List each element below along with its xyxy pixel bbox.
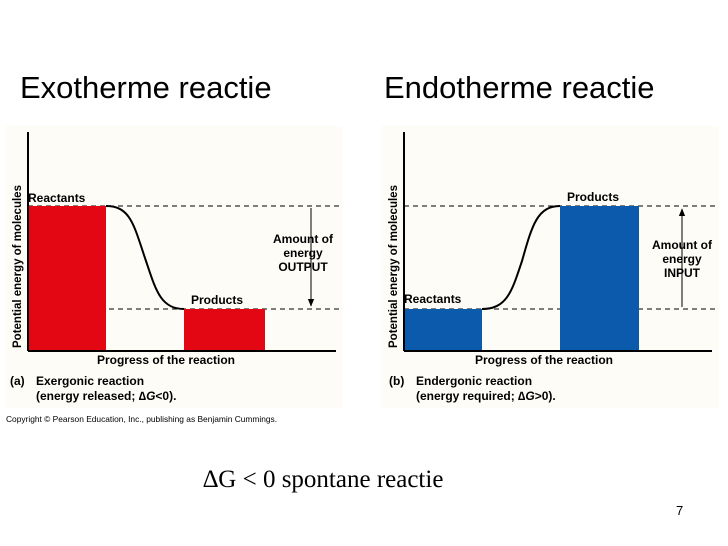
slide-number: 7 bbox=[676, 503, 684, 518]
copyright-notice: Copyright © Pearson Education, Inc., pub… bbox=[6, 414, 278, 424]
exothermic-title: Exotherme reactie bbox=[20, 70, 272, 105]
energy-curve bbox=[481, 205, 561, 310]
reactants-bar bbox=[29, 206, 106, 350]
exergonic-diagram-panel: Reactants Products Amount of energy OUTP… bbox=[6, 126, 343, 408]
annotation-line-2: energy bbox=[662, 252, 702, 266]
endergonic-diagram-panel: Reactants Products Amount of energy INPU… bbox=[382, 126, 719, 408]
caption-title: Exergonic reaction bbox=[36, 374, 144, 388]
exergonic-energy-diagram: Reactants Products Amount of energy OUTP… bbox=[10, 132, 342, 403]
annotation-line-2: energy bbox=[283, 246, 323, 260]
caption-detail: (energy required; ∆G>0). bbox=[416, 389, 556, 403]
x-axis-label: Progress of the reaction bbox=[97, 353, 235, 367]
products-bar bbox=[184, 309, 265, 350]
caption-letter: (b) bbox=[389, 374, 404, 388]
annotation-line-3: INPUT bbox=[664, 266, 701, 280]
reactants-label: Reactants bbox=[28, 191, 86, 205]
products-label: Products bbox=[191, 293, 243, 307]
endergonic-energy-diagram: Reactants Products Amount of energy INPU… bbox=[388, 132, 718, 403]
reactants-label: Reactants bbox=[404, 292, 462, 306]
caption-detail: (energy released; ∆G<0). bbox=[36, 389, 176, 403]
y-axis-label: Potential energy of molecules bbox=[12, 185, 24, 348]
endothermic-title: Endotherme reactie bbox=[384, 70, 655, 105]
reactants-bar bbox=[405, 309, 482, 350]
caption-title: Endergonic reaction bbox=[416, 374, 532, 388]
annotation-line-3: OUTPUT bbox=[278, 260, 328, 274]
spontaneous-reaction-note: ∆G < 0 spontane reactie bbox=[203, 466, 444, 493]
caption-letter: (a) bbox=[10, 374, 25, 388]
y-axis-label: Potential energy of molecules bbox=[388, 185, 400, 348]
annotation-line-1: Amount of bbox=[273, 232, 334, 246]
products-label: Products bbox=[567, 190, 619, 204]
annotation-line-1: Amount of bbox=[652, 238, 713, 252]
x-axis-label: Progress of the reaction bbox=[475, 353, 613, 367]
products-bar bbox=[560, 206, 639, 350]
energy-curve bbox=[105, 205, 185, 310]
